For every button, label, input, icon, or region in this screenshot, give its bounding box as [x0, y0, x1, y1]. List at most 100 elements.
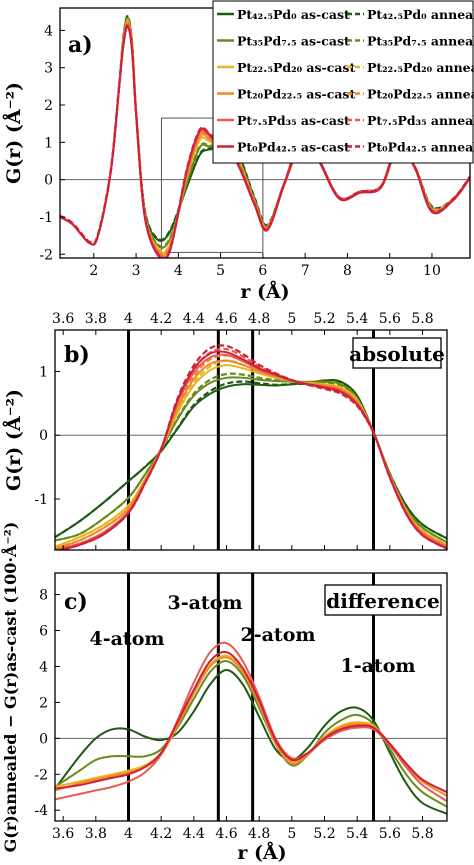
legend-label-cast: Pt₇.₅Pd₃₅ as-cast — [237, 113, 350, 128]
x-tick-label-top: 4.6 — [215, 311, 237, 327]
legend-label-cast: Pt₂₀Pd₂₂.₅ as-cast — [237, 87, 355, 102]
series-group — [60, 15, 470, 258]
series-line-annealed-2 — [55, 359, 447, 548]
panel-b: 3.6 3.8 4 4.2 4.4 4.6 4.8 5 5.2 5.4 5.6 5.8 -1 0 1 b) ab… — [2, 311, 448, 551]
x-tick-label: 5.4 — [346, 826, 368, 842]
legend-label-cast: Pt₂₂.₅Pd₂₀ as-cast — [237, 60, 355, 75]
region-annotation-3: 1-atom — [341, 655, 416, 677]
x-tick-label-top: 4.2 — [150, 311, 172, 327]
zoom-region-box — [160, 117, 264, 253]
panel-tag: absolute — [349, 342, 445, 366]
region-annotation-1: 3-atom — [168, 592, 243, 614]
panel-tag-box — [324, 584, 442, 616]
legend: Pt₄₂.₅Pd₀ as-cast Pt₄₂.₅Pd₀ annealed Pt₃₅P… — [212, 0, 474, 164]
y-tick-label: -2 — [34, 767, 48, 783]
series-line-annealed-5 — [55, 344, 447, 550]
series-group — [55, 344, 447, 550]
x-tick-label: 7 — [301, 263, 310, 279]
x-tick-label: 5.8 — [411, 826, 433, 842]
series-line-4 — [55, 641, 447, 803]
panel-tag: difference — [326, 589, 439, 613]
panel-c: 3.6 3.8 4 4.2 4.4 4.6 4.8 5 5.2 5.4 5.6 5.8 -4 -2 0 2 4 6… — [0, 522, 448, 864]
legend-label-annealed: Pt₀Pd₄₂.₅ annealed — [367, 140, 474, 155]
x-tick-label: 4.6 — [215, 826, 237, 842]
legend-box — [212, 0, 474, 164]
series-line-2 — [55, 364, 447, 548]
legend-label-annealed: Pt₂₀Pd₂₂.₅ annealed — [367, 87, 474, 102]
x-tick-label-top: 4.4 — [183, 311, 205, 327]
x-tick-label-top: 5.8 — [411, 311, 433, 327]
legend-label-annealed: Pt₇.₅Pd₃₅ annealed — [367, 113, 474, 128]
x-tick-label-top: 5.6 — [379, 311, 401, 327]
series-line-5 — [55, 650, 447, 794]
y-axis-label: G(r) (Å⁻²) — [2, 82, 25, 184]
x-tick-label-top: 4.8 — [248, 311, 270, 327]
legend-label-annealed: Pt₄₂.₅Pd₀ annealed — [367, 7, 474, 22]
y-tick-label: 0 — [39, 731, 48, 747]
y-tick-label: 1 — [44, 135, 53, 151]
y-tick-label: -1 — [39, 210, 53, 226]
x-tick-label-top: 3.6 — [52, 311, 74, 327]
x-axis-label: r (Å) — [240, 280, 289, 303]
series-line-0 — [55, 379, 447, 540]
x-tick-label: 5.6 — [379, 826, 401, 842]
x-tick-label: 3 — [132, 263, 141, 279]
x-tick-label-top: 5.4 — [346, 311, 368, 327]
series-group — [55, 641, 447, 815]
x-tick-label: 4 — [124, 826, 133, 842]
x-tick-label: 2 — [89, 263, 98, 279]
x-tick-label: 6 — [258, 263, 267, 279]
y-tick-label: 0 — [39, 428, 48, 444]
y-tick-label: 6 — [39, 624, 48, 640]
y-tick-label: 4 — [39, 659, 48, 675]
x-tick-label: 4.8 — [248, 826, 270, 842]
x-tick-label: 3.8 — [85, 826, 107, 842]
y-tick-label: 0 — [44, 173, 53, 189]
series-line-annealed-5 — [60, 24, 470, 258]
x-tick-label-top: 4 — [124, 311, 133, 327]
panel-label: c) — [64, 589, 88, 615]
x-tick-label: 4.2 — [150, 826, 172, 842]
y-axis-label: G(r) (Å⁻²) — [2, 389, 25, 491]
series-line-annealed-0 — [55, 380, 447, 540]
x-tick-label: 8 — [343, 263, 352, 279]
x-tick-label: 4 — [174, 263, 183, 279]
panel-label: b) — [64, 342, 90, 368]
y-axis-label: G(r)annealed − G(r)as-cast (100·Å⁻²) — [0, 522, 20, 853]
series-line-0 — [55, 668, 447, 815]
plot-frame — [54, 572, 448, 822]
y-tick-label: -2 — [39, 247, 53, 263]
y-tick-label: -4 — [34, 803, 48, 819]
panel-tag-box — [352, 337, 442, 369]
x-tick-label: 3.6 — [52, 826, 74, 842]
x-tick-label-top: 5.2 — [313, 311, 335, 327]
x-axis-label: r (Å) — [237, 841, 286, 864]
x-tick-label: 10 — [423, 263, 441, 279]
series-line-annealed-2 — [60, 18, 470, 254]
x-tick-label: 4.4 — [183, 826, 205, 842]
x-tick-label-top: 3.8 — [85, 311, 107, 327]
legend-label-cast: Pt₄₂.₅Pd₀ as-cast — [237, 7, 350, 22]
y-tick-label: 2 — [44, 98, 53, 114]
region-annotation-2: 2-atom — [241, 624, 316, 646]
y-tick-label: 1 — [39, 364, 48, 380]
legend-label-cast: Pt₃₅Pd₇.₅ as-cast — [237, 34, 350, 49]
y-tick-label: -1 — [34, 492, 48, 508]
legend-label-annealed: Pt₃₅Pd₇.₅ annealed — [367, 34, 474, 49]
x-tick-label: 5.2 — [313, 826, 335, 842]
plot-frame — [54, 329, 448, 551]
y-tick-label: 4 — [44, 23, 53, 39]
region-annotation-0: 4-atom — [90, 628, 165, 650]
y-tick-label: 3 — [44, 61, 53, 77]
x-tick-label-top: 5 — [287, 311, 296, 327]
legend-label-annealed: Pt₂₂.₅Pd₂₀ annealed — [367, 60, 474, 75]
panel-a: 2 3 4 5 6 7 8 9 10 -2 -1 0 1 2 3 4 a) r (Å) G(r) (Å⁻²) Pt₄₂… — [2, 0, 474, 303]
x-tick-label: 5 — [216, 263, 225, 279]
panel-label: a) — [68, 32, 93, 58]
y-tick-label: 8 — [39, 588, 48, 604]
y-tick-label: 2 — [39, 695, 48, 711]
legend-label-cast: Pt₀Pd₄₂.₅ as-cast — [237, 140, 350, 155]
x-tick-label: 9 — [385, 263, 394, 279]
x-tick-label: 5 — [287, 826, 296, 842]
